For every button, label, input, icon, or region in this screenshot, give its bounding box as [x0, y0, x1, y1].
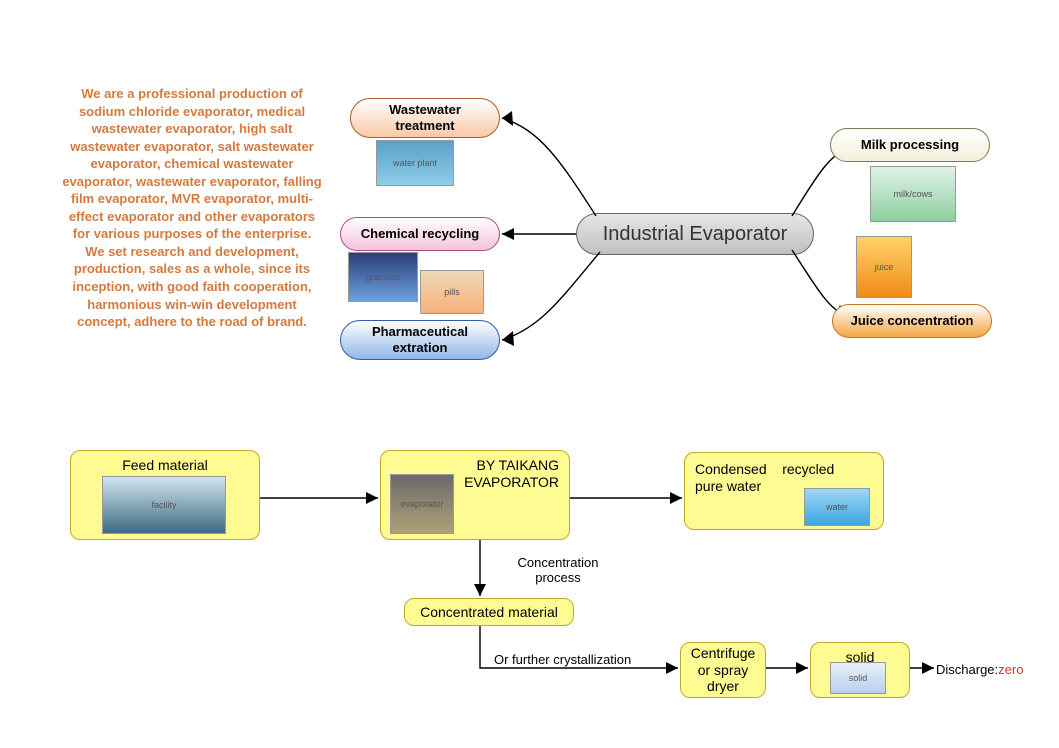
flow-condensed-l2: recycled [782, 461, 834, 477]
flow-node-centrifuge: Centrifuge or spray dryer [680, 642, 766, 698]
app-image-wastewater: water plant [376, 140, 454, 186]
central-node-industrial-evaporator: Industrial Evaporator [576, 213, 814, 255]
app-node-wastewater: Wastewater treatment [350, 98, 500, 138]
app-node-milk: Milk processing [830, 128, 990, 162]
app-image-chemical: granules [348, 252, 418, 302]
app-image-juice: juice [856, 236, 912, 298]
app-image-chemical-2: pills [420, 270, 484, 314]
flow-image-solid: solid [830, 662, 886, 694]
flow-label-2: Discharge:zero [936, 662, 1023, 677]
flow-label-0: Concentration process [498, 555, 618, 585]
flow-condensed-l3: pure water [695, 478, 761, 494]
app-image-milk: milk/cows [870, 166, 956, 222]
app-node-pharma: Pharmaceutical extration [340, 320, 500, 360]
flow-image-condensed: water [804, 488, 870, 526]
flow-condensed-l1: Condensed [695, 461, 767, 477]
intro-paragraph: We are a professional production of sodi… [62, 85, 322, 331]
flow-label-1: Or further crystallization [494, 652, 631, 667]
flow-image-feed: facility [102, 476, 226, 534]
flow-image-evap: evaporator [390, 474, 454, 534]
app-node-chemical: Chemical recycling [340, 217, 500, 251]
app-node-juice: Juice concentration [832, 304, 992, 338]
flow-node-concmat: Concentrated material [404, 598, 574, 626]
